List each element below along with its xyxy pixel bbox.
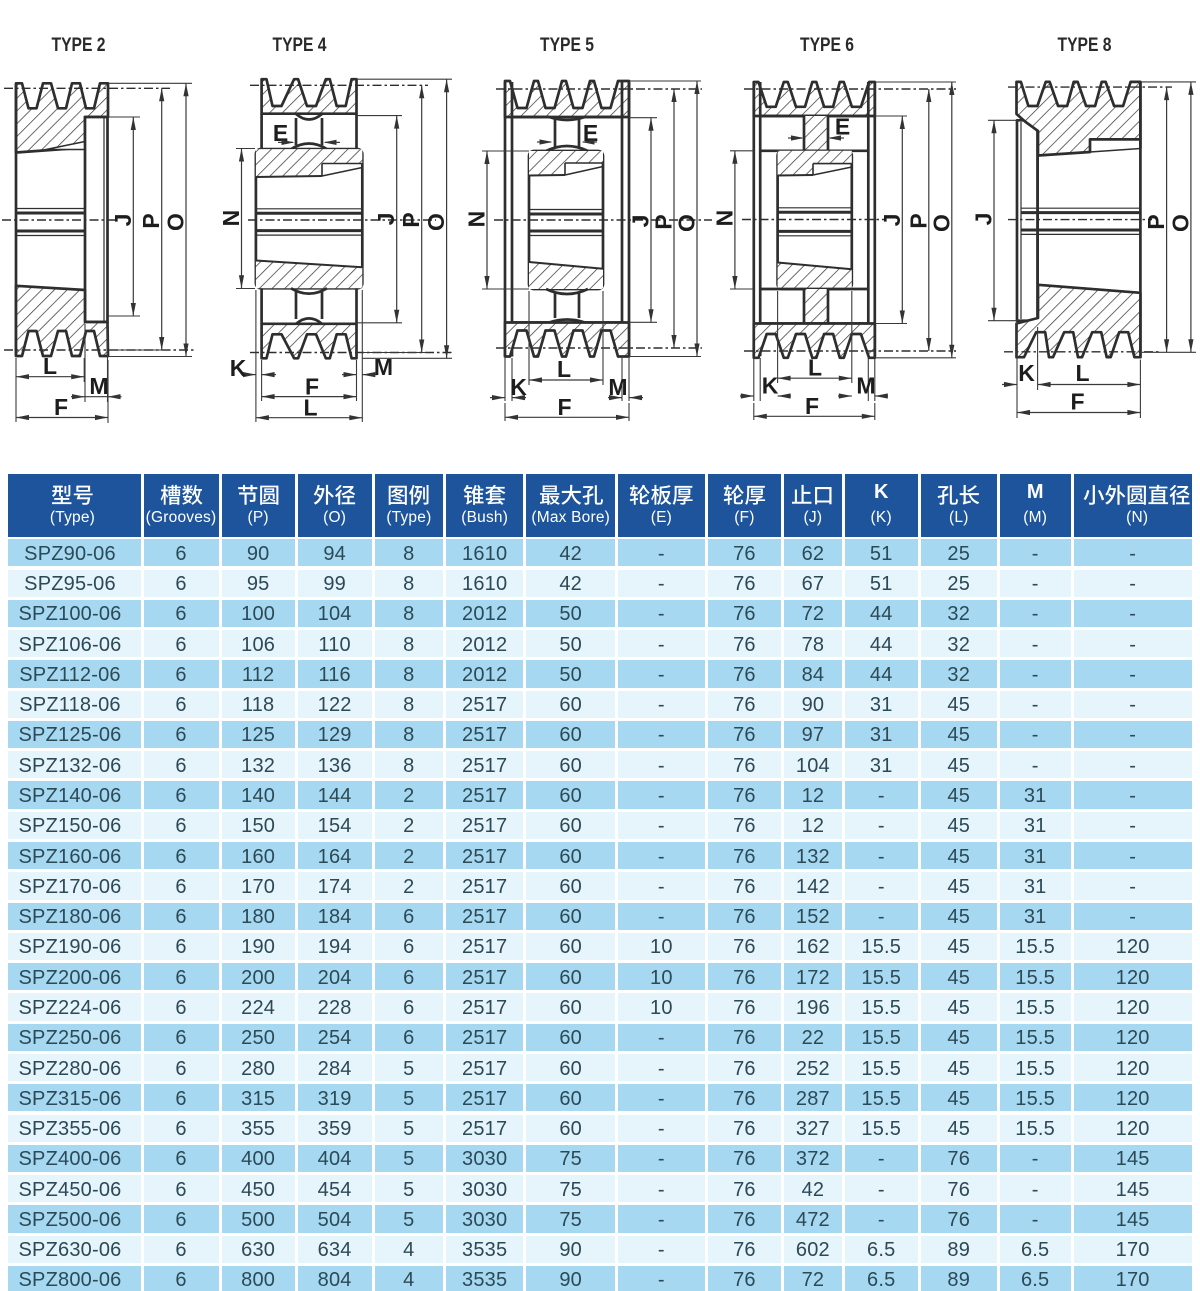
- svg-text:F: F: [305, 374, 319, 400]
- svg-text:K: K: [230, 355, 247, 381]
- svg-text:L: L: [1075, 360, 1089, 386]
- svg-text:K: K: [762, 373, 779, 399]
- svg-text:TYPE 5: TYPE 5: [540, 35, 594, 56]
- svg-text:J: J: [879, 214, 905, 227]
- svg-text:N: N: [711, 210, 737, 227]
- svg-text:TYPE 8: TYPE 8: [1058, 35, 1112, 56]
- svg-text:M: M: [89, 373, 108, 399]
- svg-text:L: L: [557, 356, 571, 382]
- svg-text:L: L: [808, 355, 822, 381]
- svg-text:O: O: [163, 213, 189, 231]
- svg-text:P: P: [651, 214, 677, 229]
- svg-text:M: M: [856, 373, 875, 399]
- svg-text:K: K: [1018, 360, 1035, 386]
- svg-text:N: N: [464, 211, 490, 228]
- svg-text:E: E: [273, 120, 288, 146]
- svg-text:J: J: [373, 213, 399, 226]
- svg-text:J: J: [628, 215, 654, 228]
- svg-text:J: J: [110, 214, 136, 227]
- svg-text:O: O: [928, 214, 954, 232]
- svg-text:O: O: [674, 214, 700, 232]
- svg-text:P: P: [398, 212, 424, 227]
- svg-text:M: M: [608, 374, 627, 400]
- svg-text:F: F: [805, 393, 819, 419]
- svg-text:M: M: [374, 354, 393, 380]
- svg-text:P: P: [1143, 214, 1169, 229]
- svg-text:P: P: [138, 213, 164, 228]
- svg-text:O: O: [423, 213, 449, 231]
- svg-text:L: L: [303, 395, 317, 421]
- svg-text:O: O: [1167, 214, 1193, 232]
- svg-text:F: F: [557, 394, 571, 420]
- svg-text:TYPE 4: TYPE 4: [273, 35, 327, 56]
- svg-text:J: J: [971, 213, 997, 226]
- svg-text:K: K: [510, 374, 527, 400]
- svg-text:F: F: [54, 394, 68, 420]
- svg-text:P: P: [905, 213, 931, 228]
- svg-text:F: F: [1070, 389, 1084, 415]
- svg-text:L: L: [43, 353, 57, 379]
- svg-text:TYPE 6: TYPE 6: [800, 35, 854, 56]
- svg-text:N: N: [218, 210, 244, 227]
- svg-text:TYPE 2: TYPE 2: [52, 35, 106, 56]
- svg-text:E: E: [835, 114, 850, 140]
